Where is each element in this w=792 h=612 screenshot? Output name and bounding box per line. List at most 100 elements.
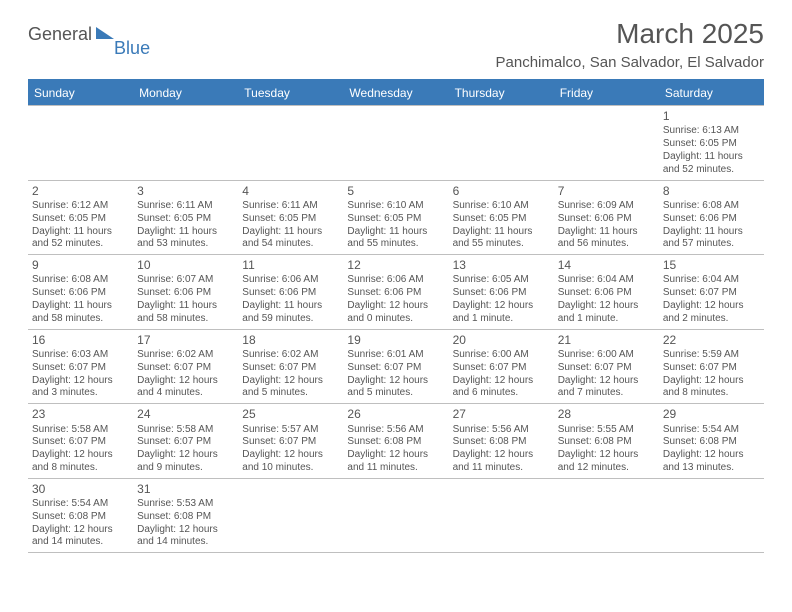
day-number: 24 <box>137 407 234 422</box>
calendar-day-cell <box>343 478 448 553</box>
day-number: 2 <box>32 184 129 199</box>
calendar-day-cell <box>554 106 659 181</box>
daylight-line: Daylight: 12 hours and 7 minutes. <box>558 375 655 401</box>
sunset-line: Sunset: 6:08 PM <box>347 436 444 449</box>
brand-logo: General Blue <box>28 24 152 45</box>
sunset-line: Sunset: 6:07 PM <box>663 362 760 375</box>
sunset-line: Sunset: 6:06 PM <box>137 287 234 300</box>
brand-text-general: General <box>28 24 92 45</box>
weekday-header: Sunday <box>28 81 133 106</box>
sunrise-line: Sunrise: 6:13 AM <box>663 125 760 138</box>
sunset-line: Sunset: 6:08 PM <box>558 436 655 449</box>
day-number: 25 <box>242 407 339 422</box>
sunset-line: Sunset: 6:07 PM <box>242 362 339 375</box>
daylight-line: Daylight: 11 hours and 54 minutes. <box>242 226 339 252</box>
weekday-header: Thursday <box>449 81 554 106</box>
sunset-line: Sunset: 6:05 PM <box>663 138 760 151</box>
sunrise-line: Sunrise: 5:56 AM <box>347 424 444 437</box>
sunrise-line: Sunrise: 6:10 AM <box>453 200 550 213</box>
day-number: 20 <box>453 333 550 348</box>
daylight-line: Daylight: 12 hours and 14 minutes. <box>137 524 234 550</box>
daylight-line: Daylight: 12 hours and 4 minutes. <box>137 375 234 401</box>
calendar-day-cell: 27Sunrise: 5:56 AMSunset: 6:08 PMDayligh… <box>449 404 554 479</box>
calendar-day-cell: 1Sunrise: 6:13 AMSunset: 6:05 PMDaylight… <box>659 106 764 181</box>
daylight-line: Daylight: 11 hours and 57 minutes. <box>663 226 760 252</box>
sunset-line: Sunset: 6:08 PM <box>137 511 234 524</box>
daylight-line: Daylight: 11 hours and 52 minutes. <box>32 226 129 252</box>
daylight-line: Daylight: 12 hours and 11 minutes. <box>453 449 550 475</box>
day-number: 22 <box>663 333 760 348</box>
daylight-line: Daylight: 11 hours and 52 minutes. <box>663 151 760 177</box>
calendar-day-cell: 20Sunrise: 6:00 AMSunset: 6:07 PMDayligh… <box>449 329 554 404</box>
day-number: 13 <box>453 258 550 273</box>
daylight-line: Daylight: 12 hours and 10 minutes. <box>242 449 339 475</box>
calendar-day-cell <box>449 478 554 553</box>
sunset-line: Sunset: 6:07 PM <box>453 362 550 375</box>
day-number: 31 <box>137 482 234 497</box>
daylight-line: Daylight: 12 hours and 3 minutes. <box>32 375 129 401</box>
daylight-line: Daylight: 12 hours and 1 minute. <box>453 300 550 326</box>
day-number: 16 <box>32 333 129 348</box>
sunset-line: Sunset: 6:06 PM <box>663 213 760 226</box>
daylight-line: Daylight: 12 hours and 5 minutes. <box>242 375 339 401</box>
day-number: 10 <box>137 258 234 273</box>
sunrise-line: Sunrise: 6:02 AM <box>137 349 234 362</box>
calendar-day-cell: 21Sunrise: 6:00 AMSunset: 6:07 PMDayligh… <box>554 329 659 404</box>
calendar-day-cell: 11Sunrise: 6:06 AMSunset: 6:06 PMDayligh… <box>238 255 343 330</box>
sunset-line: Sunset: 6:07 PM <box>137 362 234 375</box>
sunrise-line: Sunrise: 5:58 AM <box>32 424 129 437</box>
month-title: March 2025 <box>496 18 764 50</box>
daylight-line: Daylight: 12 hours and 12 minutes. <box>558 449 655 475</box>
sunrise-line: Sunrise: 6:08 AM <box>663 200 760 213</box>
calendar-day-cell: 28Sunrise: 5:55 AMSunset: 6:08 PMDayligh… <box>554 404 659 479</box>
sunrise-line: Sunrise: 6:09 AM <box>558 200 655 213</box>
calendar-day-cell: 23Sunrise: 5:58 AMSunset: 6:07 PMDayligh… <box>28 404 133 479</box>
calendar-week-row: 23Sunrise: 5:58 AMSunset: 6:07 PMDayligh… <box>28 404 764 479</box>
daylight-line: Daylight: 11 hours and 58 minutes. <box>137 300 234 326</box>
day-number: 27 <box>453 407 550 422</box>
daylight-line: Daylight: 11 hours and 58 minutes. <box>32 300 129 326</box>
calendar-day-cell: 7Sunrise: 6:09 AMSunset: 6:06 PMDaylight… <box>554 180 659 255</box>
sunrise-line: Sunrise: 6:05 AM <box>453 274 550 287</box>
daylight-line: Daylight: 12 hours and 14 minutes. <box>32 524 129 550</box>
sunset-line: Sunset: 6:05 PM <box>137 213 234 226</box>
sunrise-line: Sunrise: 6:08 AM <box>32 274 129 287</box>
calendar-week-row: 30Sunrise: 5:54 AMSunset: 6:08 PMDayligh… <box>28 478 764 553</box>
day-number: 29 <box>663 407 760 422</box>
calendar-day-cell: 10Sunrise: 6:07 AMSunset: 6:06 PMDayligh… <box>133 255 238 330</box>
calendar-day-cell: 15Sunrise: 6:04 AMSunset: 6:07 PMDayligh… <box>659 255 764 330</box>
sunset-line: Sunset: 6:06 PM <box>32 287 129 300</box>
sunrise-line: Sunrise: 5:58 AM <box>137 424 234 437</box>
calendar-day-cell <box>238 106 343 181</box>
calendar-day-cell: 16Sunrise: 6:03 AMSunset: 6:07 PMDayligh… <box>28 329 133 404</box>
calendar-body: 1Sunrise: 6:13 AMSunset: 6:05 PMDaylight… <box>28 106 764 553</box>
sunrise-line: Sunrise: 5:53 AM <box>137 498 234 511</box>
day-number: 9 <box>32 258 129 273</box>
calendar-day-cell: 29Sunrise: 5:54 AMSunset: 6:08 PMDayligh… <box>659 404 764 479</box>
calendar-day-cell <box>554 478 659 553</box>
calendar-table: Sunday Monday Tuesday Wednesday Thursday… <box>28 81 764 553</box>
sunrise-line: Sunrise: 6:12 AM <box>32 200 129 213</box>
sunrise-line: Sunrise: 5:56 AM <box>453 424 550 437</box>
sunrise-line: Sunrise: 5:59 AM <box>663 349 760 362</box>
calendar-week-row: 2Sunrise: 6:12 AM Sunset: 6:05 PM Daylight… <box>28 180 764 255</box>
calendar-week-row: 9Sunrise: 6:08 AMSunset: 6:06 PMDaylight… <box>28 255 764 330</box>
weekday-header-row: Sunday Monday Tuesday Wednesday Thursday… <box>28 81 764 106</box>
day-number: 3 <box>137 184 234 199</box>
calendar-day-cell <box>133 106 238 181</box>
sunrise-line: Sunrise: 5:54 AM <box>663 424 760 437</box>
weekday-header: Friday <box>554 81 659 106</box>
calendar-day-cell: 22Sunrise: 5:59 AMSunset: 6:07 PMDayligh… <box>659 329 764 404</box>
daylight-line: Daylight: 12 hours and 13 minutes. <box>663 449 760 475</box>
brand-flag-icon <box>96 27 114 39</box>
sunrise-line: Sunrise: 5:54 AM <box>32 498 129 511</box>
sunrise-line: Sunrise: 6:11 AM <box>242 200 339 213</box>
daylight-line: Daylight: 12 hours and 9 minutes. <box>137 449 234 475</box>
weekday-header: Monday <box>133 81 238 106</box>
calendar-day-cell: 4Sunrise: 6:11 AMSunset: 6:05 PMDaylight… <box>238 180 343 255</box>
sunset-line: Sunset: 6:07 PM <box>558 362 655 375</box>
daylight-line: Daylight: 11 hours and 55 minutes. <box>453 226 550 252</box>
day-number: 5 <box>347 184 444 199</box>
sunrise-line: Sunrise: 5:55 AM <box>558 424 655 437</box>
location-subtitle: Panchimalco, San Salvador, El Salvador <box>496 54 764 71</box>
